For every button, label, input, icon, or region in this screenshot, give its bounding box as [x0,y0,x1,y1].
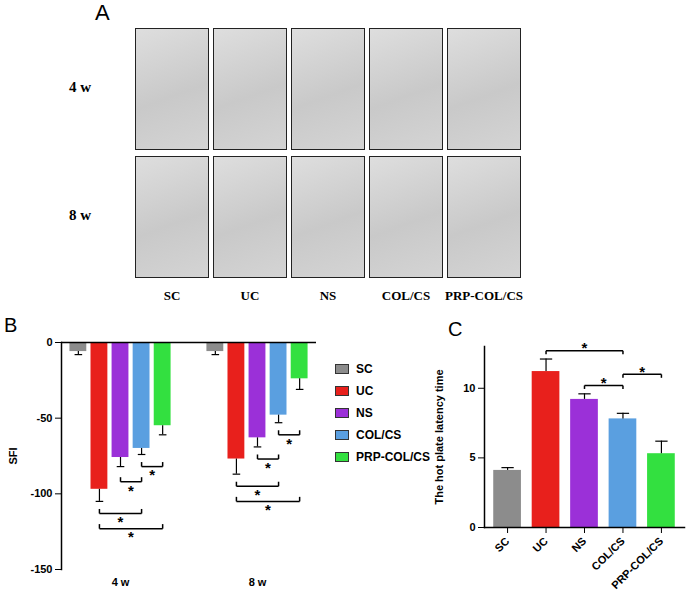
svg-text:*: * [255,486,261,503]
html-text:COL/CS: COL/CS [356,428,402,442]
svg-text:8 w: 8 w [249,576,267,588]
svg-text:10: 10 [463,382,475,394]
svg-text:*: * [118,513,124,530]
svg-text:The hot plate latency time: The hot plate latency time [433,369,445,504]
html-text:4 w: 4 w [69,79,91,95]
svg-text:PRP-COL/CS: PRP-COL/CS [609,535,665,591]
html-text:SC: SC [356,362,373,376]
svg-text:*: * [265,501,271,518]
html-text:PRP-COL/CS: PRP-COL/CS [356,450,430,464]
svg-text:0: 0 [469,521,475,533]
html-text:UC: UC [356,384,374,398]
svg-text:*: * [639,363,645,380]
svg-text:4 w: 4 w [112,576,130,588]
svg-text:*: * [149,466,155,483]
html-text:NS: NS [319,288,337,303]
svg-text:COL/CS: COL/CS [589,535,627,573]
svg-text:*: * [128,482,134,499]
svg-text:-50: -50 [37,412,53,424]
html-text:NS: NS [356,406,373,420]
svg-text:5: 5 [469,451,475,463]
svg-text:NS: NS [569,535,588,554]
svg-text:*: * [286,435,292,452]
html-text:COL/CS: COL/CS [381,288,431,303]
svg-text:*: * [582,339,588,356]
html-text:A: A [95,0,110,25]
svg-text:*: * [128,528,134,545]
svg-text:*: * [265,459,271,476]
html-text:UC: UC [240,288,260,303]
svg-text:-100: -100 [30,487,52,499]
svg-text:SFI: SFI [7,447,19,464]
svg-text:*: * [601,374,607,391]
html-text:PRP-COL/CS: PRP-COL/CS [445,288,523,303]
html-text:8 w: 8 w [69,207,91,223]
svg-text:0: 0 [46,336,52,348]
html-text:B: B [4,314,18,336]
svg-text:UC: UC [530,535,550,555]
html-text:C: C [448,318,463,340]
svg-text:-150: -150 [30,563,52,575]
html-text:SC: SC [163,288,181,303]
svg-text:SC: SC [492,535,511,554]
